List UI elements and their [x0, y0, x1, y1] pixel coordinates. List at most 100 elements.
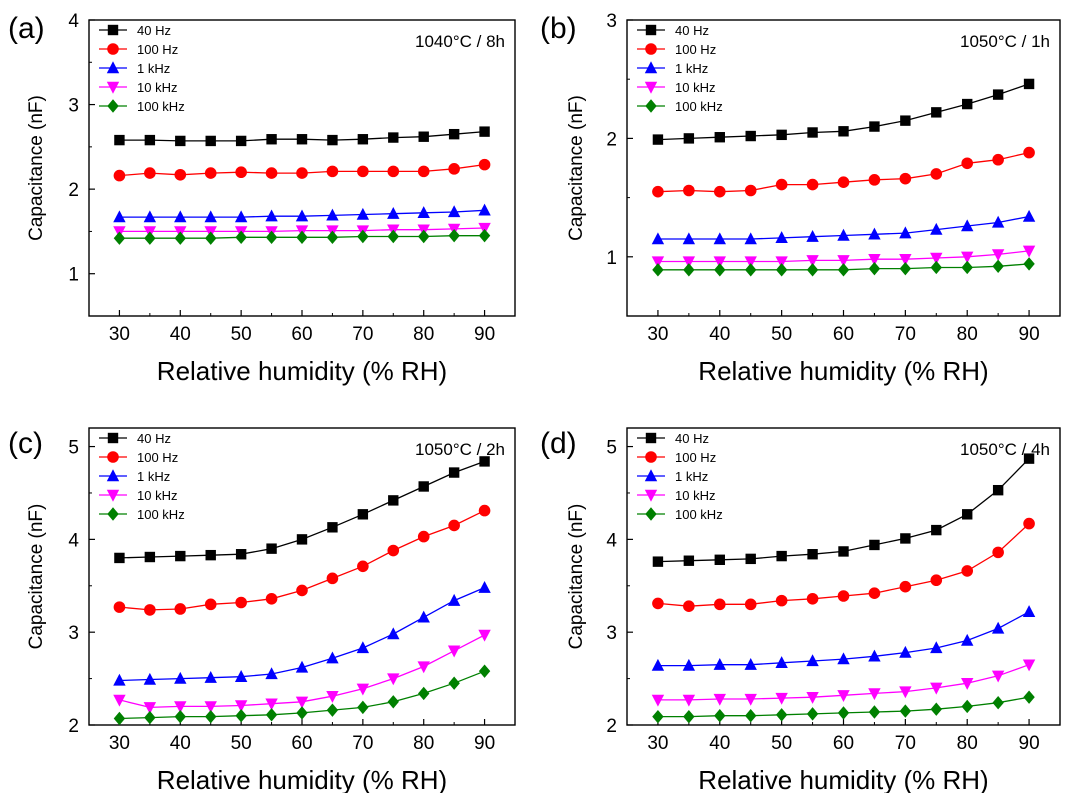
series-100-khz: [113, 664, 491, 726]
panel-label: (d): [540, 427, 577, 460]
data-point: [387, 695, 399, 709]
legend-label: 100 kHz: [137, 507, 185, 522]
data-point: [265, 209, 278, 222]
data-point: [806, 229, 819, 242]
data-point: [418, 481, 429, 492]
data-point: [652, 597, 664, 610]
data-point: [961, 633, 974, 646]
data-point: [744, 232, 757, 245]
data-point: [931, 107, 942, 118]
data-point: [837, 228, 850, 241]
series-100-hz: [652, 146, 1035, 198]
x-tick-label: 40: [170, 324, 191, 345]
data-point: [235, 549, 247, 560]
data-point: [479, 126, 490, 137]
legend-label: 100 Hz: [137, 42, 178, 57]
x-axis-label: Relative humidity (% RH): [698, 356, 988, 386]
data-point: [204, 701, 217, 714]
data-point: [868, 253, 881, 266]
data-point: [745, 553, 756, 565]
data-point: [714, 132, 725, 143]
data-point: [418, 131, 429, 142]
data-point: [868, 649, 881, 662]
data-point: [448, 228, 460, 243]
data-point: [961, 157, 974, 170]
data-point: [775, 656, 788, 669]
data-point: [683, 709, 695, 724]
data-point: [714, 263, 726, 277]
data-point: [961, 260, 973, 275]
data-point: [651, 658, 665, 671]
data-point: [234, 700, 248, 713]
data-point: [930, 222, 943, 235]
data-point: [713, 256, 726, 269]
data-point: [899, 645, 912, 658]
data-point: [113, 711, 126, 726]
data-point: [714, 709, 726, 723]
data-point: [992, 153, 1004, 166]
data-point: [745, 709, 757, 723]
data-point: [265, 167, 278, 179]
data-point: [992, 259, 1004, 273]
data-point: [930, 682, 943, 695]
data-point: [744, 184, 757, 197]
data-point: [357, 165, 369, 178]
series-40-hz: [114, 456, 490, 564]
data-point: [388, 132, 399, 143]
data-point: [417, 661, 430, 674]
data-point: [899, 686, 912, 699]
data-point: [205, 549, 216, 561]
data-point: [745, 263, 757, 277]
data-point: [265, 592, 278, 605]
series-10-khz: [651, 245, 1036, 269]
legend-marker: [107, 99, 119, 113]
data-point: [806, 654, 819, 667]
data-point: [683, 184, 695, 197]
data-point: [775, 708, 788, 722]
data-point: [1022, 245, 1036, 258]
x-tick-label: 90: [1019, 324, 1040, 345]
data-point: [175, 135, 186, 147]
data-point: [899, 261, 912, 276]
chart-panel-3: (c) 30 40 50 60 70 80 90 2 3 4 5 Relative humidity (…: [8, 427, 516, 793]
x-tick-label: 70: [895, 324, 916, 345]
data-point: [930, 574, 943, 587]
data-point: [744, 598, 757, 611]
data-point: [114, 552, 125, 564]
data-point: [682, 256, 696, 269]
data-point: [418, 229, 430, 244]
series-40-hz: [652, 78, 1035, 145]
legend-marker: [645, 43, 657, 55]
data-point: [204, 598, 217, 611]
data-point: [356, 683, 370, 696]
data-point: [1023, 517, 1035, 530]
legend-label: 40 Hz: [137, 23, 171, 38]
data-point: [775, 256, 788, 269]
data-point: [234, 670, 248, 682]
legend-label: 1 kHz: [675, 469, 708, 484]
data-point: [265, 667, 278, 680]
data-point: [478, 203, 491, 216]
data-point: [357, 509, 369, 520]
data-point: [775, 263, 788, 277]
legend-label: 100 Hz: [675, 42, 716, 57]
data-point: [417, 530, 430, 543]
condition-label: 1050°C / 2h: [415, 440, 505, 459]
y-tick-label: 1: [68, 265, 79, 286]
data-point: [327, 134, 338, 146]
x-tick-label: 30: [109, 733, 130, 754]
data-point: [387, 165, 400, 178]
data-point: [930, 168, 943, 180]
legend-marker: [107, 451, 119, 463]
data-point: [869, 539, 880, 551]
y-tick-label: 4: [68, 530, 79, 551]
x-tick-label: 50: [231, 324, 252, 345]
data-point: [806, 263, 819, 277]
x-tick-label: 50: [231, 733, 252, 754]
data-point: [113, 673, 126, 686]
data-point: [174, 231, 186, 245]
data-point: [356, 207, 370, 220]
data-point: [448, 128, 460, 140]
data-point: [683, 600, 695, 612]
data-point: [961, 699, 973, 714]
